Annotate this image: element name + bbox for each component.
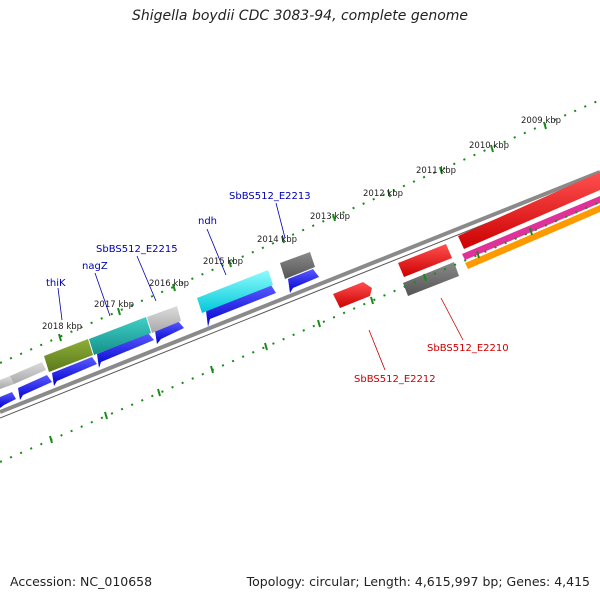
- kbp-label-2016: 2016 kbp: [149, 279, 189, 289]
- gene-label-e2210: SbBS512_E2210: [427, 343, 509, 354]
- major-tick: [157, 388, 161, 397]
- cds-forward: [52, 357, 97, 386]
- major-tick: [264, 342, 268, 351]
- major-tick: [172, 283, 176, 292]
- kbp-labels: 2018 kbp 2017 kbp 2016 kbp 2015 kbp 2014…: [42, 116, 561, 332]
- outer-tick-line: [0, 99, 600, 364]
- major-tick: [529, 227, 533, 236]
- cds-forward: [18, 375, 52, 400]
- topology-footer: Topology: circular; Length: 4,615,997 bp…: [246, 574, 590, 589]
- major-tick: [387, 189, 391, 198]
- cds-forward: [97, 333, 154, 368]
- gene-label-e2215: SbBS512_E2215: [96, 244, 178, 255]
- gene-label-thik: thiK: [46, 278, 66, 289]
- major-tick: [423, 273, 427, 282]
- inner-major-ticks: [49, 227, 533, 444]
- gene-leader-lines: [57, 202, 464, 371]
- major-tick: [370, 296, 374, 305]
- reverse-cds-row: [333, 172, 600, 308]
- major-tick: [317, 319, 321, 328]
- forward-cds-row-inner: [0, 252, 315, 389]
- cds-forward: [206, 285, 276, 327]
- leader-nagz: [94, 272, 111, 317]
- major-tick: [49, 435, 53, 444]
- cds-red: [333, 282, 372, 308]
- forward-cds-row-outer: [0, 269, 319, 408]
- leader-e2212: [368, 329, 386, 371]
- accession-value: NC_010658: [80, 574, 153, 589]
- major-tick: [117, 307, 121, 316]
- outer-major-ticks: [58, 121, 547, 342]
- leader-e2210: [440, 297, 464, 341]
- genome-backbone: [0, 170, 600, 419]
- major-tick: [439, 166, 443, 175]
- kbp-label-2013: 2013 kbp: [310, 212, 350, 222]
- gene-label-nagz: nagZ: [82, 261, 108, 272]
- cds-cyan: [197, 270, 273, 313]
- kbp-label-2011: 2011 kbp: [416, 166, 456, 176]
- gene-label-ndh: ndh: [198, 216, 217, 227]
- leader-e2213: [275, 202, 286, 239]
- leader-ndh: [206, 228, 227, 276]
- major-tick: [228, 259, 232, 268]
- kbp-label-2014: 2014 kbp: [257, 235, 297, 245]
- kbp-label-2018: 2018 kbp: [42, 322, 82, 332]
- gene-labels: thiK nagZ SbBS512_E2215 ndh SbBS512_E221…: [46, 191, 509, 385]
- outer-tick-ring: [0, 99, 600, 364]
- leader-e2215: [136, 255, 157, 302]
- cds-red-large: [458, 172, 600, 249]
- kbp-label-2009: 2009 kbp: [521, 116, 561, 126]
- major-tick: [104, 411, 108, 420]
- major-tick: [490, 144, 494, 153]
- cds-forward: [0, 392, 16, 408]
- cds-olive: [44, 339, 93, 372]
- cds-gray: [0, 376, 14, 389]
- kbp-label-2012: 2012 kbp: [363, 189, 403, 199]
- major-tick: [58, 333, 62, 342]
- kbp-label-2010: 2010 kbp: [469, 141, 509, 151]
- cds-forward: [155, 321, 184, 344]
- cds-orange: [465, 205, 600, 269]
- cds-red: [398, 244, 452, 277]
- major-tick: [476, 250, 480, 259]
- cds-forward: [288, 269, 319, 293]
- gene-label-e2212: SbBS512_E2212: [354, 374, 436, 385]
- major-tick: [210, 365, 214, 374]
- kbp-label-2017: 2017 kbp: [94, 300, 134, 310]
- cds-gray: [147, 306, 181, 333]
- cds-teal: [89, 317, 151, 355]
- accession-label: Accession:: [10, 574, 77, 589]
- cds-gray: [10, 362, 46, 384]
- major-tick: [281, 235, 285, 244]
- accession-footer: Accession: NC_010658: [10, 574, 152, 589]
- cds-dark-gray: [280, 252, 315, 279]
- kbp-label-2015: 2015 kbp: [203, 257, 243, 267]
- major-tick: [332, 213, 336, 222]
- map-title: Shigella boydii CDC 3083-94, complete ge…: [131, 8, 469, 24]
- leader-thik: [57, 287, 63, 321]
- major-tick: [543, 121, 547, 130]
- cds-dark-gray: [403, 262, 459, 296]
- gene-label-e2213: SbBS512_E2213: [229, 191, 311, 202]
- backbone-line: [0, 170, 600, 414]
